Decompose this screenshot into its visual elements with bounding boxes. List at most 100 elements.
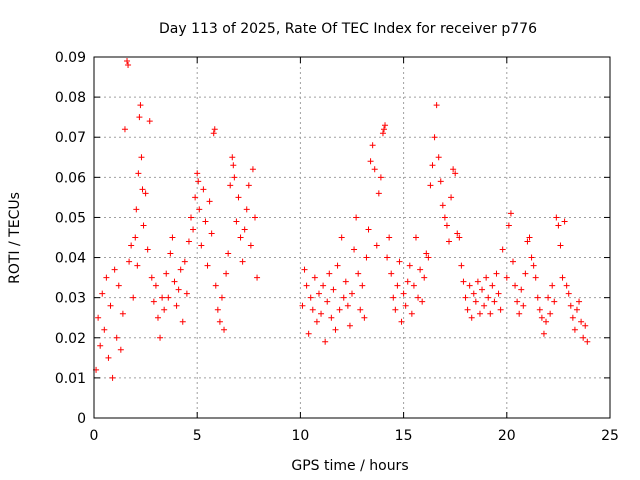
x-tick-labels: 0 5 10 15 20 25 bbox=[90, 428, 619, 444]
data-point bbox=[200, 186, 207, 193]
data-point bbox=[245, 182, 252, 189]
x-tick-label: 25 bbox=[601, 428, 619, 444]
data-point bbox=[318, 310, 325, 317]
data-point bbox=[235, 194, 242, 201]
data-point bbox=[132, 234, 139, 241]
data-point bbox=[125, 62, 132, 69]
data-point bbox=[431, 134, 438, 141]
data-point bbox=[359, 282, 366, 289]
data-point bbox=[443, 222, 450, 229]
data-point bbox=[130, 294, 137, 301]
data-point bbox=[161, 306, 168, 313]
data-point bbox=[530, 262, 537, 269]
x-tick-label: 20 bbox=[498, 428, 516, 444]
data-point bbox=[497, 306, 504, 313]
data-point bbox=[167, 250, 174, 257]
data-point bbox=[133, 206, 140, 213]
data-point bbox=[538, 314, 545, 321]
data-point bbox=[505, 222, 512, 229]
data-point bbox=[421, 274, 428, 281]
plot-frame bbox=[93, 56, 611, 419]
data-point bbox=[532, 274, 539, 281]
y-tick-label: 0.03 bbox=[55, 291, 86, 307]
data-point bbox=[135, 170, 142, 177]
data-point bbox=[124, 58, 131, 65]
data-point bbox=[375, 190, 382, 197]
data-point bbox=[192, 194, 199, 201]
data-point bbox=[119, 310, 126, 317]
data-point bbox=[386, 234, 393, 241]
data-point bbox=[503, 274, 510, 281]
data-point bbox=[221, 326, 228, 333]
data-point bbox=[543, 318, 550, 325]
gridlines bbox=[94, 57, 610, 418]
data-point bbox=[429, 162, 436, 169]
data-point bbox=[412, 234, 419, 241]
y-axis-label: ROTI / TECUs bbox=[7, 192, 23, 284]
data-point bbox=[113, 334, 120, 341]
data-point bbox=[334, 262, 341, 269]
data-point bbox=[509, 258, 516, 265]
y-tick-label: 0.09 bbox=[55, 50, 86, 66]
data-point bbox=[433, 102, 440, 109]
data-point bbox=[415, 294, 422, 301]
data-point bbox=[208, 230, 215, 237]
data-point bbox=[206, 198, 213, 205]
data-point bbox=[578, 318, 585, 325]
data-point bbox=[419, 298, 426, 305]
data-point bbox=[357, 306, 364, 313]
data-point bbox=[470, 290, 477, 297]
data-point bbox=[251, 214, 258, 221]
data-point bbox=[233, 218, 240, 225]
data-point bbox=[346, 322, 353, 329]
data-point bbox=[392, 306, 399, 313]
data-point bbox=[194, 170, 201, 177]
data-point bbox=[121, 126, 128, 133]
data-point bbox=[169, 234, 176, 241]
data-point bbox=[549, 282, 556, 289]
data-point bbox=[237, 234, 244, 241]
data-point bbox=[340, 294, 347, 301]
data-point bbox=[481, 302, 488, 309]
data-point bbox=[462, 294, 469, 301]
data-point bbox=[326, 270, 333, 277]
data-point bbox=[516, 310, 523, 317]
data-point bbox=[211, 126, 218, 133]
data-point bbox=[514, 298, 521, 305]
data-point bbox=[305, 330, 312, 337]
data-point bbox=[303, 282, 310, 289]
data-point bbox=[344, 302, 351, 309]
data-point bbox=[159, 294, 166, 301]
data-point bbox=[485, 294, 492, 301]
data-point bbox=[410, 282, 417, 289]
data-point bbox=[179, 318, 186, 325]
data-point bbox=[382, 122, 389, 129]
data-point bbox=[139, 186, 146, 193]
data-point bbox=[342, 278, 349, 285]
data-point bbox=[466, 282, 473, 289]
data-point bbox=[571, 326, 578, 333]
data-point bbox=[380, 126, 387, 133]
data-point bbox=[157, 334, 164, 341]
data-point bbox=[99, 290, 106, 297]
data-point bbox=[111, 266, 118, 273]
data-point bbox=[115, 282, 122, 289]
data-point bbox=[468, 314, 475, 321]
data-point bbox=[163, 270, 170, 277]
data-point bbox=[188, 214, 195, 221]
data-point bbox=[330, 286, 337, 293]
data-point bbox=[584, 338, 591, 345]
data-point bbox=[107, 302, 114, 309]
data-point bbox=[299, 302, 306, 309]
data-point bbox=[95, 314, 102, 321]
data-point bbox=[128, 242, 135, 249]
data-point bbox=[177, 266, 184, 273]
data-point bbox=[150, 298, 157, 305]
data-point bbox=[142, 190, 149, 197]
y-tick-label: 0.01 bbox=[55, 371, 86, 387]
data-point bbox=[243, 206, 250, 213]
data-point bbox=[144, 246, 151, 253]
data-point bbox=[212, 282, 219, 289]
data-point bbox=[476, 310, 483, 317]
